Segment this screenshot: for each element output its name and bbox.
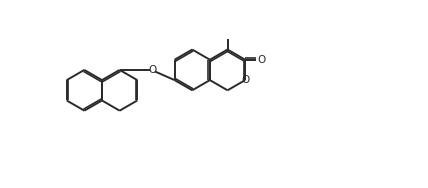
Text: O: O [241,75,249,85]
Text: O: O [148,65,156,75]
Text: O: O [257,55,265,65]
